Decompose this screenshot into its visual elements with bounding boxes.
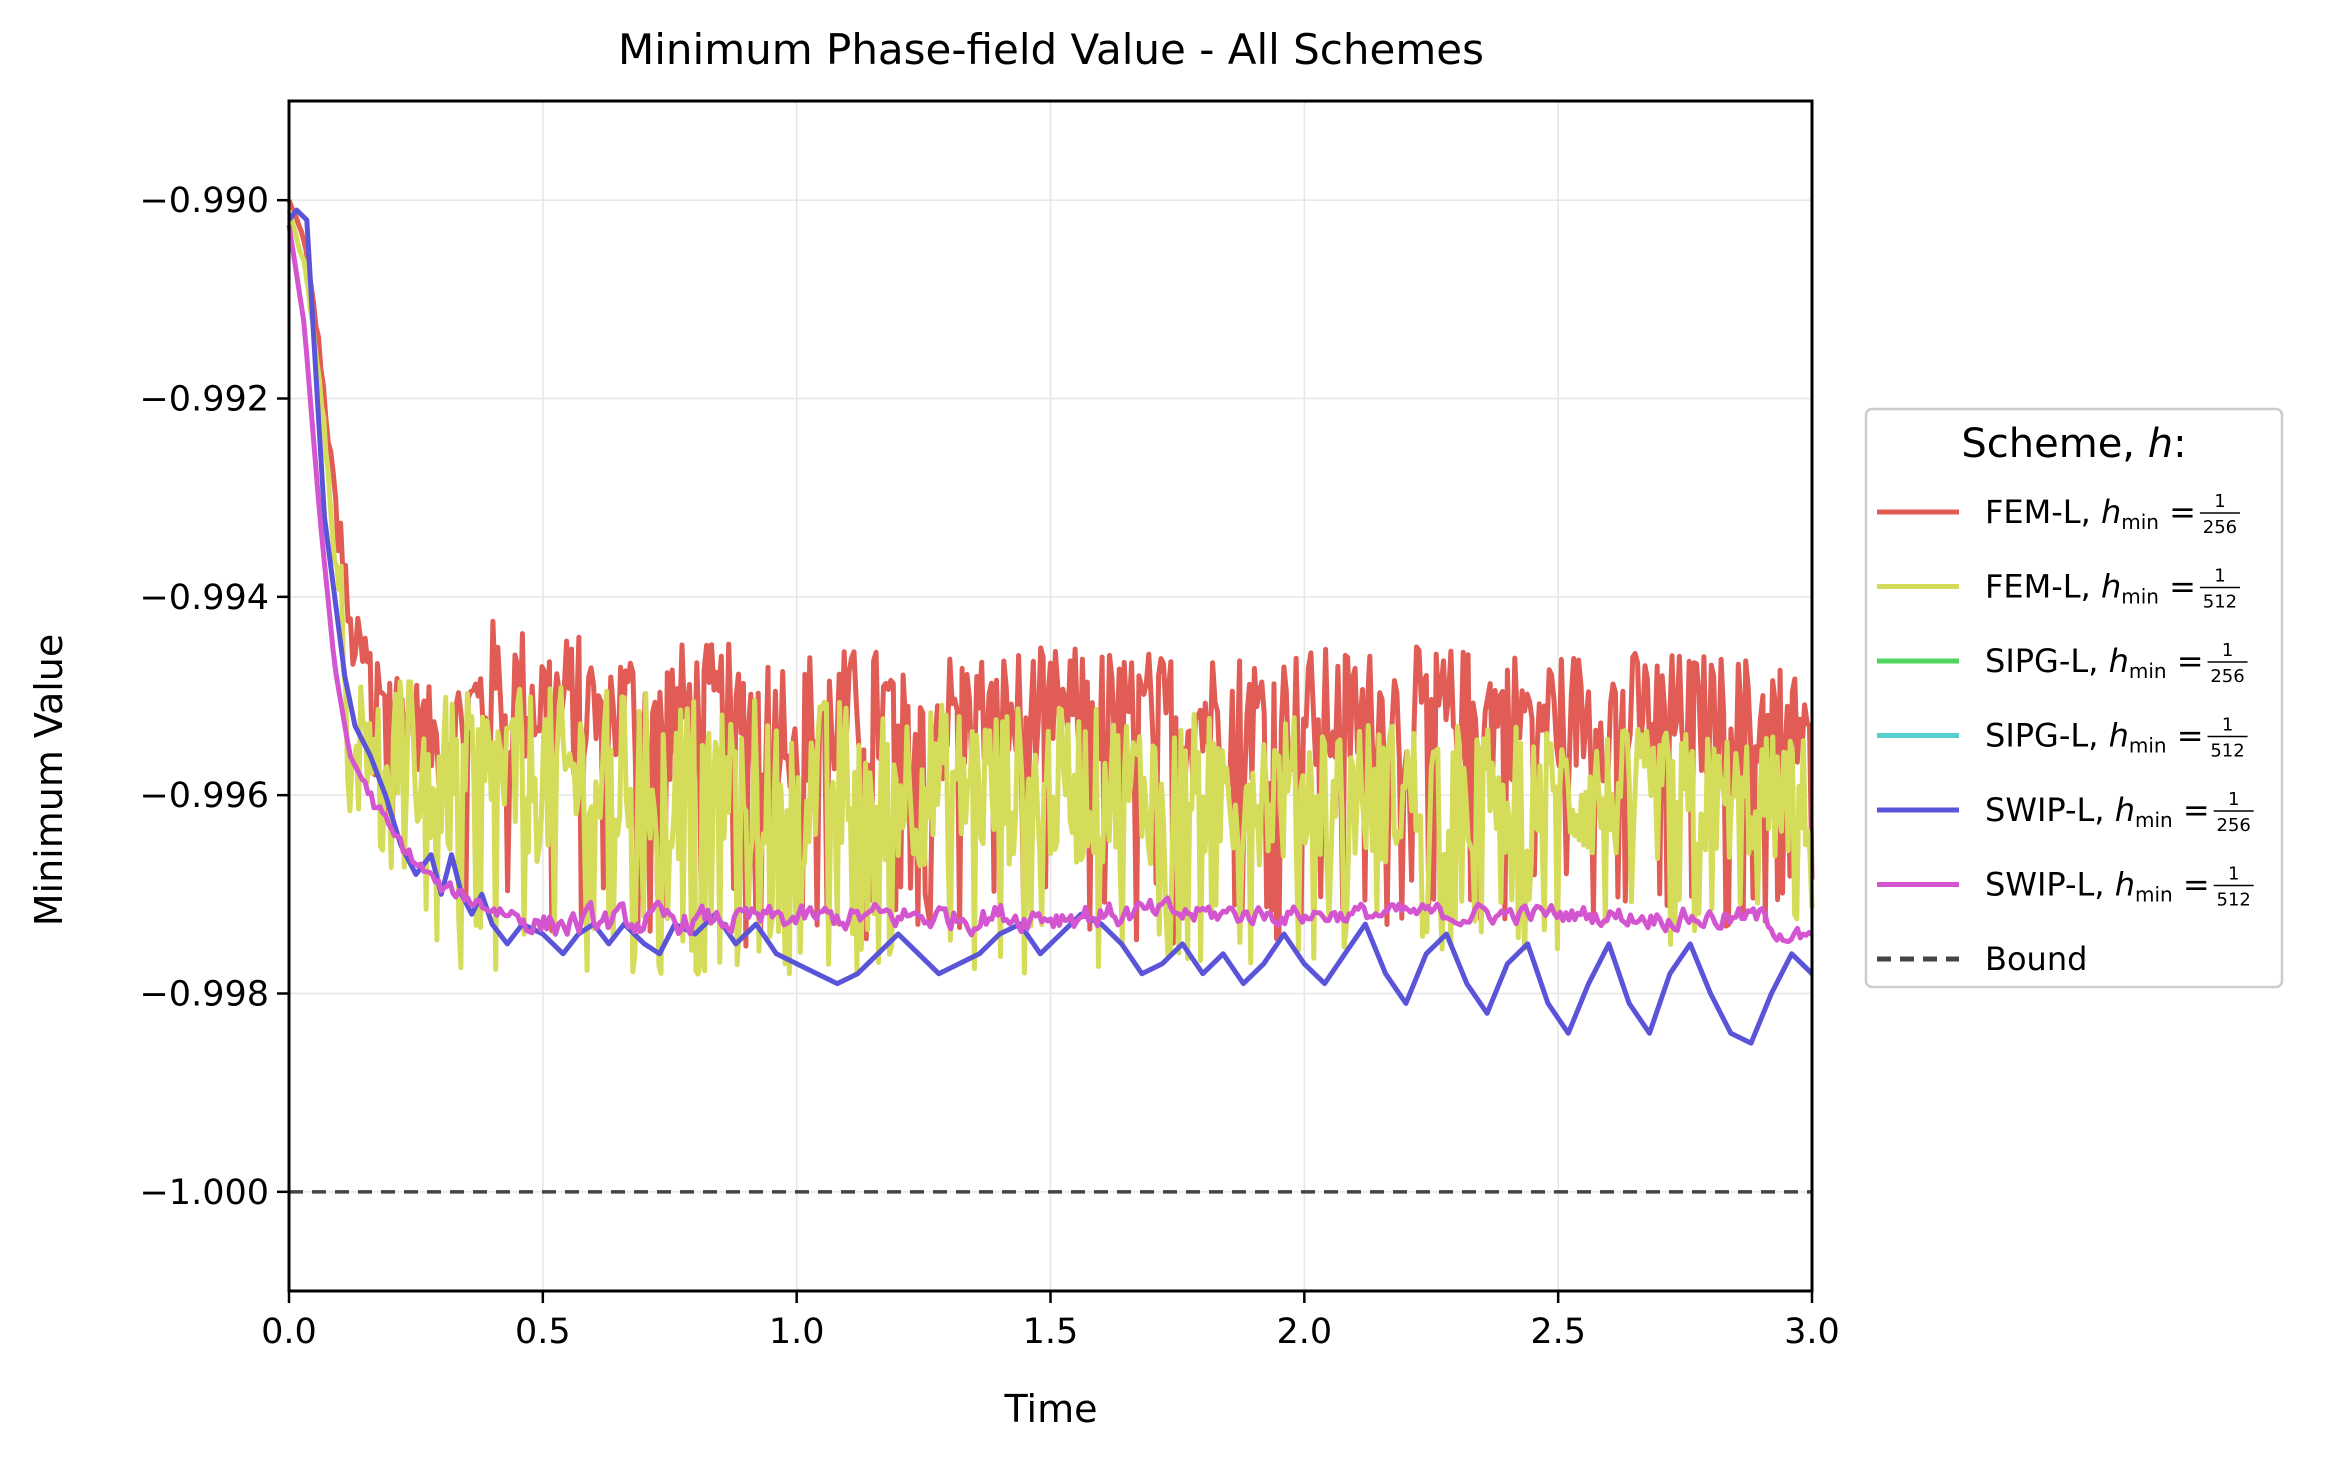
legend-entry: FEM-L, hmin = 1 512 bbox=[1877, 566, 2240, 613]
x-axis-label: Time bbox=[1004, 1387, 1098, 1431]
legend-frac-den: 256 bbox=[2210, 666, 2244, 687]
x-axis-ticks: 0.0 0.5 1.0 1.5 2.0 2.5 3.0 bbox=[261, 1291, 1840, 1352]
y-tick-label: −0.996 bbox=[139, 776, 269, 816]
plot-area bbox=[286, 199, 1815, 1194]
legend-frac-den: 512 bbox=[2210, 741, 2244, 762]
x-tick-label: 2.0 bbox=[1276, 1312, 1332, 1352]
legend-title: Scheme, h: bbox=[1961, 421, 2186, 467]
legend-frac-num: 1 bbox=[2222, 715, 2233, 736]
legend-entry: FEM-L, hmin = 1 256 bbox=[1877, 491, 2240, 538]
legend-frac-num: 1 bbox=[2214, 491, 2225, 512]
legend-entry: SIPG-L, hmin = 1 512 bbox=[1877, 715, 2248, 762]
x-tick-label: 0.5 bbox=[515, 1312, 571, 1352]
y-tick-label: −0.994 bbox=[139, 578, 269, 618]
y-axis-ticks: −0.990 −0.992 −0.994 −0.996 −0.998 −1.000 bbox=[139, 181, 289, 1213]
y-tick-label: −1.000 bbox=[139, 1173, 269, 1213]
legend-entry: SIPG-L, hmin = 1 256 bbox=[1877, 640, 2248, 687]
series-swip-l-256-line bbox=[287, 207, 1814, 1046]
legend-label: SWIP-L, hmin = bbox=[1985, 791, 2210, 832]
y-axis-label: Minimum Value bbox=[27, 634, 71, 927]
series-swip-l-512-line bbox=[286, 224, 1814, 945]
y-tick-label: −0.998 bbox=[139, 975, 269, 1015]
legend-frame bbox=[1864, 407, 2284, 989]
series-fem-l-256-line bbox=[286, 199, 1815, 949]
legend-frac-den: 256 bbox=[2217, 815, 2251, 836]
x-tick-label: 3.0 bbox=[1784, 1312, 1840, 1352]
y-tick-label: −0.990 bbox=[139, 181, 269, 221]
legend-frac-den: 512 bbox=[2217, 890, 2251, 911]
legend-entry: SWIP-L, hmin = 1 256 bbox=[1877, 789, 2254, 836]
legend-frac-num: 1 bbox=[2228, 789, 2239, 810]
x-tick-label: 0.0 bbox=[261, 1312, 317, 1352]
x-tick-label: 1.0 bbox=[769, 1312, 825, 1352]
legend-frac-num: 1 bbox=[2222, 640, 2233, 661]
legend-frac-den: 512 bbox=[2203, 592, 2237, 613]
chart-title: Minimum Phase-field Value - All Schemes bbox=[618, 25, 1484, 74]
series-fem-l-512-line bbox=[286, 209, 1815, 977]
legend-frac-den: 256 bbox=[2203, 517, 2237, 538]
legend-entry: Bound bbox=[1877, 940, 2087, 978]
legend-label: FEM-L, hmin = bbox=[1985, 493, 2196, 534]
legend-label: FEM-L, hmin = bbox=[1985, 568, 2196, 609]
y-tick-label: −0.992 bbox=[139, 380, 269, 420]
legend-label: SWIP-L, hmin = bbox=[1985, 866, 2210, 907]
x-tick-label: 2.5 bbox=[1530, 1312, 1586, 1352]
legend-label: SIPG-L, hmin = bbox=[1985, 642, 2204, 683]
legend-frac-num: 1 bbox=[2228, 864, 2239, 885]
legend-entry: SWIP-L, hmin = 1 512 bbox=[1877, 864, 2254, 911]
x-tick-label: 1.5 bbox=[1023, 1312, 1079, 1352]
legend-label: Bound bbox=[1985, 940, 2087, 978]
legend-label: SIPG-L, hmin = bbox=[1985, 717, 2204, 758]
legend-frac-num: 1 bbox=[2214, 566, 2225, 587]
